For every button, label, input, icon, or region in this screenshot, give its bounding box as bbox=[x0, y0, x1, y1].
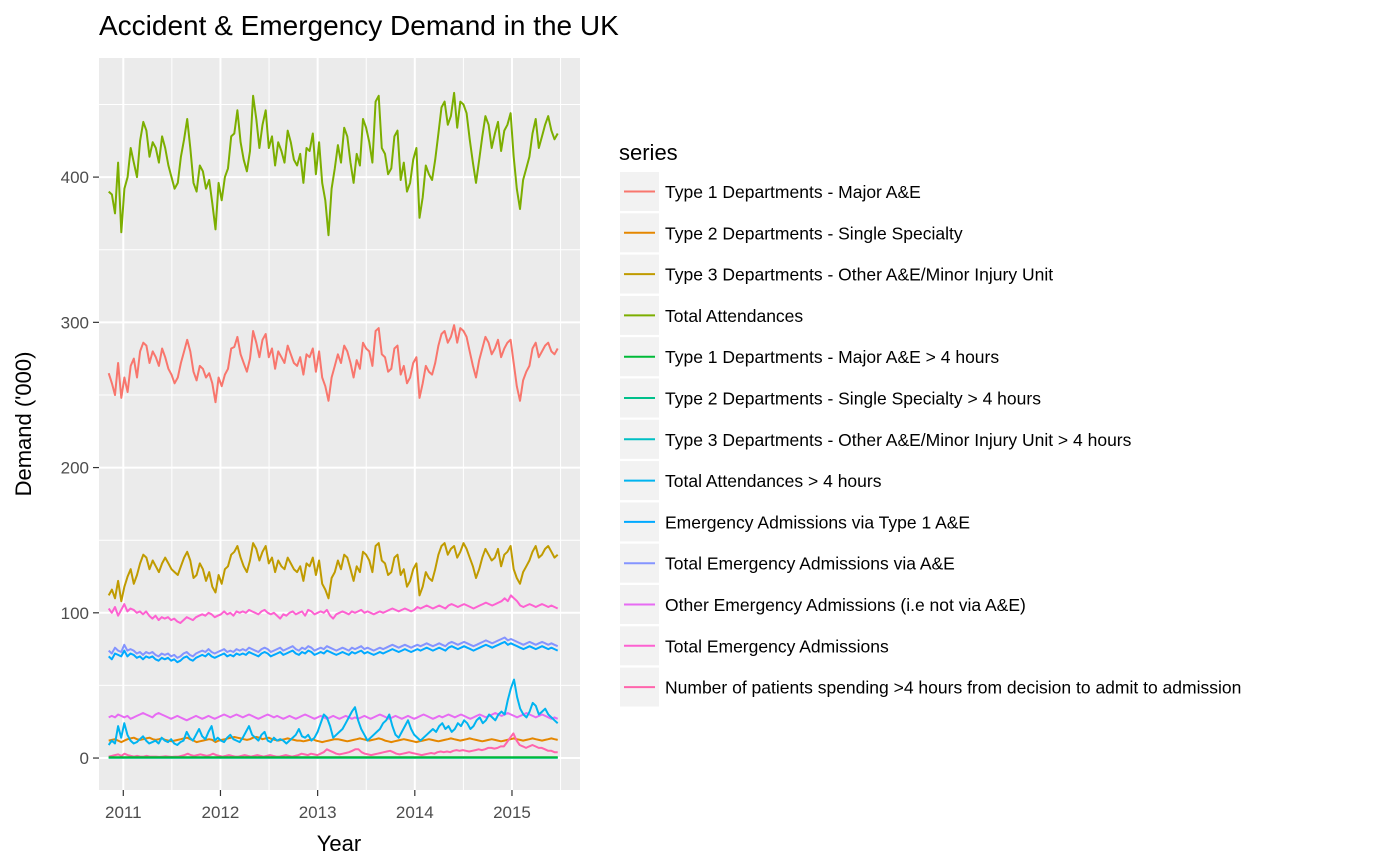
legend-label: Type 1 Departments - Major A&E bbox=[665, 182, 921, 202]
legend-label: Type 1 Departments - Major A&E > 4 hours bbox=[665, 347, 999, 367]
legend-label: Type 3 Departments - Other A&E/Minor Inj… bbox=[665, 430, 1132, 450]
legend-label: Total Attendances bbox=[665, 306, 803, 326]
legend-label: Emergency Admissions via Type 1 A&E bbox=[665, 512, 970, 532]
legend-label: Type 2 Departments - Single Specialty > … bbox=[665, 389, 1041, 409]
chart-title: Accident & Emergency Demand in the UK bbox=[99, 10, 619, 41]
x-axis: 2011 2012 2013 2014 2015 bbox=[105, 790, 531, 822]
series-lines bbox=[107, 91, 559, 759]
series-line bbox=[108, 732, 558, 758]
legend: Type 1 Departments - Major A&E Type 2 Dep… bbox=[620, 172, 1241, 707]
y-tick-label: 300 bbox=[61, 313, 89, 332]
series-line bbox=[107, 594, 559, 624]
y-axis-title: Demand ('000) bbox=[11, 352, 36, 497]
legend-label: Type 3 Departments - Other A&E/Minor Inj… bbox=[665, 265, 1053, 285]
series-line bbox=[107, 678, 559, 746]
y-tick-label: 100 bbox=[61, 604, 89, 623]
legend-label: Type 2 Departments - Single Specialty bbox=[665, 223, 963, 243]
legend-title: series bbox=[619, 140, 678, 165]
y-axis: 0 100 200 300 400 bbox=[61, 168, 99, 768]
legend-label: Total Attendances > 4 hours bbox=[665, 471, 882, 491]
legend-label: Total Emergency Admissions via A&E bbox=[665, 554, 955, 574]
series-line bbox=[108, 640, 559, 664]
series-line bbox=[108, 712, 559, 722]
series-line bbox=[108, 636, 559, 659]
series-line bbox=[107, 324, 559, 404]
x-axis-title: Year bbox=[317, 831, 361, 856]
y-tick-label: 0 bbox=[80, 749, 89, 768]
x-tick-label: 2015 bbox=[493, 803, 531, 822]
x-tick-label: 2013 bbox=[299, 803, 337, 822]
y-tick-label: 200 bbox=[61, 459, 89, 478]
series-line bbox=[108, 91, 559, 237]
legend-label: Number of patients spending >4 hours fro… bbox=[665, 678, 1241, 698]
x-tick-label: 2014 bbox=[396, 803, 434, 822]
legend-label: Total Emergency Admissions bbox=[665, 636, 889, 656]
plot-panel bbox=[99, 58, 580, 790]
y-tick-label: 400 bbox=[61, 168, 89, 187]
x-tick-label: 2012 bbox=[202, 803, 240, 822]
series-line bbox=[107, 542, 559, 603]
x-tick-label: 2011 bbox=[105, 803, 142, 822]
legend-label: Other Emergency Admissions (i.e not via … bbox=[665, 595, 1026, 615]
